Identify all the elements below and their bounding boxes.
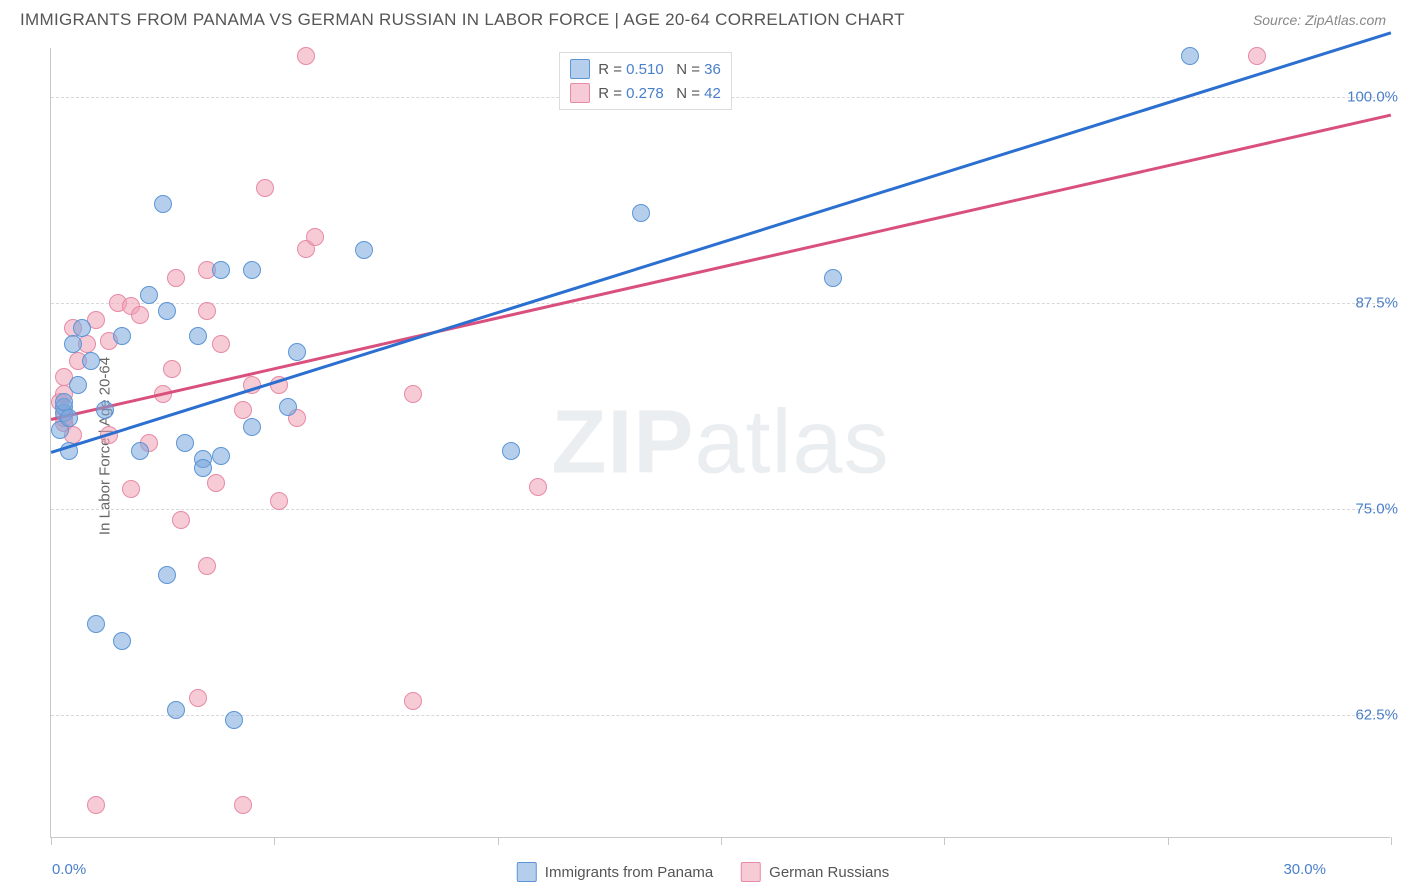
chart-plot-area: ZIPatlas	[50, 48, 1390, 838]
series-b-point	[306, 228, 324, 246]
legend-label: Immigrants from Panama	[545, 864, 713, 881]
series-a-point	[154, 195, 172, 213]
series-b-point	[404, 385, 422, 403]
series-a-point	[194, 459, 212, 477]
series-b-point	[234, 401, 252, 419]
series-b-point	[404, 692, 422, 710]
legend-swatch	[741, 862, 761, 882]
series-b-point	[198, 557, 216, 575]
series-a-point	[69, 376, 87, 394]
series-a-point	[55, 393, 73, 411]
x-axis-max-label: 30.0%	[1283, 861, 1326, 878]
legend-swatch	[570, 83, 590, 103]
x-tick	[274, 837, 275, 845]
series-b-point	[172, 511, 190, 529]
series-a-point	[288, 343, 306, 361]
watermark: ZIPatlas	[551, 391, 889, 494]
gridline-horizontal	[51, 509, 1390, 510]
series-a-point	[225, 711, 243, 729]
series-b-point	[131, 306, 149, 324]
x-tick	[944, 837, 945, 845]
series-b-point	[87, 796, 105, 814]
series-a-point	[113, 632, 131, 650]
legend-swatch	[570, 59, 590, 79]
x-tick	[1391, 837, 1392, 845]
series-a-point	[189, 327, 207, 345]
series-b-point	[198, 302, 216, 320]
watermark-bold: ZIP	[551, 392, 694, 492]
legend-label: German Russians	[769, 864, 889, 881]
series-b-point	[163, 360, 181, 378]
series-a-point	[502, 442, 520, 460]
y-tick-label: 75.0%	[1355, 500, 1398, 517]
series-a-point	[632, 204, 650, 222]
source-label: Source: ZipAtlas.com	[1253, 12, 1386, 28]
series-a-point	[824, 269, 842, 287]
series-a-point	[243, 418, 261, 436]
series-a-point	[1181, 47, 1199, 65]
series-a-point	[60, 409, 78, 427]
series-a-point	[82, 352, 100, 370]
series-b-point	[1248, 47, 1266, 65]
series-b-point	[189, 689, 207, 707]
series-b-point	[297, 47, 315, 65]
series-a-point	[279, 398, 297, 416]
series-a-point	[355, 241, 373, 259]
series-a-point	[73, 319, 91, 337]
legend-swatch	[517, 862, 537, 882]
correlation-legend: R = 0.510 N = 36 R = 0.278 N = 42	[559, 52, 732, 110]
y-tick-label: 62.5%	[1355, 706, 1398, 723]
series-b-point	[122, 480, 140, 498]
y-tick-label: 87.5%	[1355, 295, 1398, 312]
series-a-point	[140, 286, 158, 304]
watermark-light: atlas	[694, 392, 889, 492]
series-b-point	[529, 478, 547, 496]
series-a-point	[176, 434, 194, 452]
legend-row: R = 0.278 N = 42	[570, 81, 721, 105]
x-tick	[721, 837, 722, 845]
series-b-point	[207, 474, 225, 492]
bottom-legend-item: German Russians	[741, 862, 889, 882]
series-a-point	[158, 302, 176, 320]
series-b-point	[212, 335, 230, 353]
y-tick-label: 100.0%	[1347, 89, 1398, 106]
legend-row: R = 0.510 N = 36	[570, 57, 721, 81]
series-b-point	[270, 492, 288, 510]
series-b-point	[167, 269, 185, 287]
bottom-legend: Immigrants from Panama German Russians	[517, 862, 889, 882]
x-tick	[498, 837, 499, 845]
x-tick	[51, 837, 52, 845]
legend-text: R = 0.278 N = 42	[598, 85, 721, 102]
legend-text: R = 0.510 N = 36	[598, 61, 721, 78]
x-tick	[1168, 837, 1169, 845]
series-a-point	[113, 327, 131, 345]
series-a-point	[87, 615, 105, 633]
gridline-horizontal	[51, 303, 1390, 304]
series-b-point	[256, 179, 274, 197]
series-a-point	[158, 566, 176, 584]
series-a-point	[96, 401, 114, 419]
x-axis-min-label: 0.0%	[52, 861, 86, 878]
series-a-point	[212, 261, 230, 279]
gridline-horizontal	[51, 715, 1390, 716]
chart-title: IMMIGRANTS FROM PANAMA VS GERMAN RUSSIAN…	[20, 10, 905, 30]
series-a-point	[131, 442, 149, 460]
series-a-point	[243, 261, 261, 279]
bottom-legend-item: Immigrants from Panama	[517, 862, 713, 882]
series-a-point	[64, 335, 82, 353]
series-a-point	[212, 447, 230, 465]
series-a-point	[167, 701, 185, 719]
series-b-point	[234, 796, 252, 814]
